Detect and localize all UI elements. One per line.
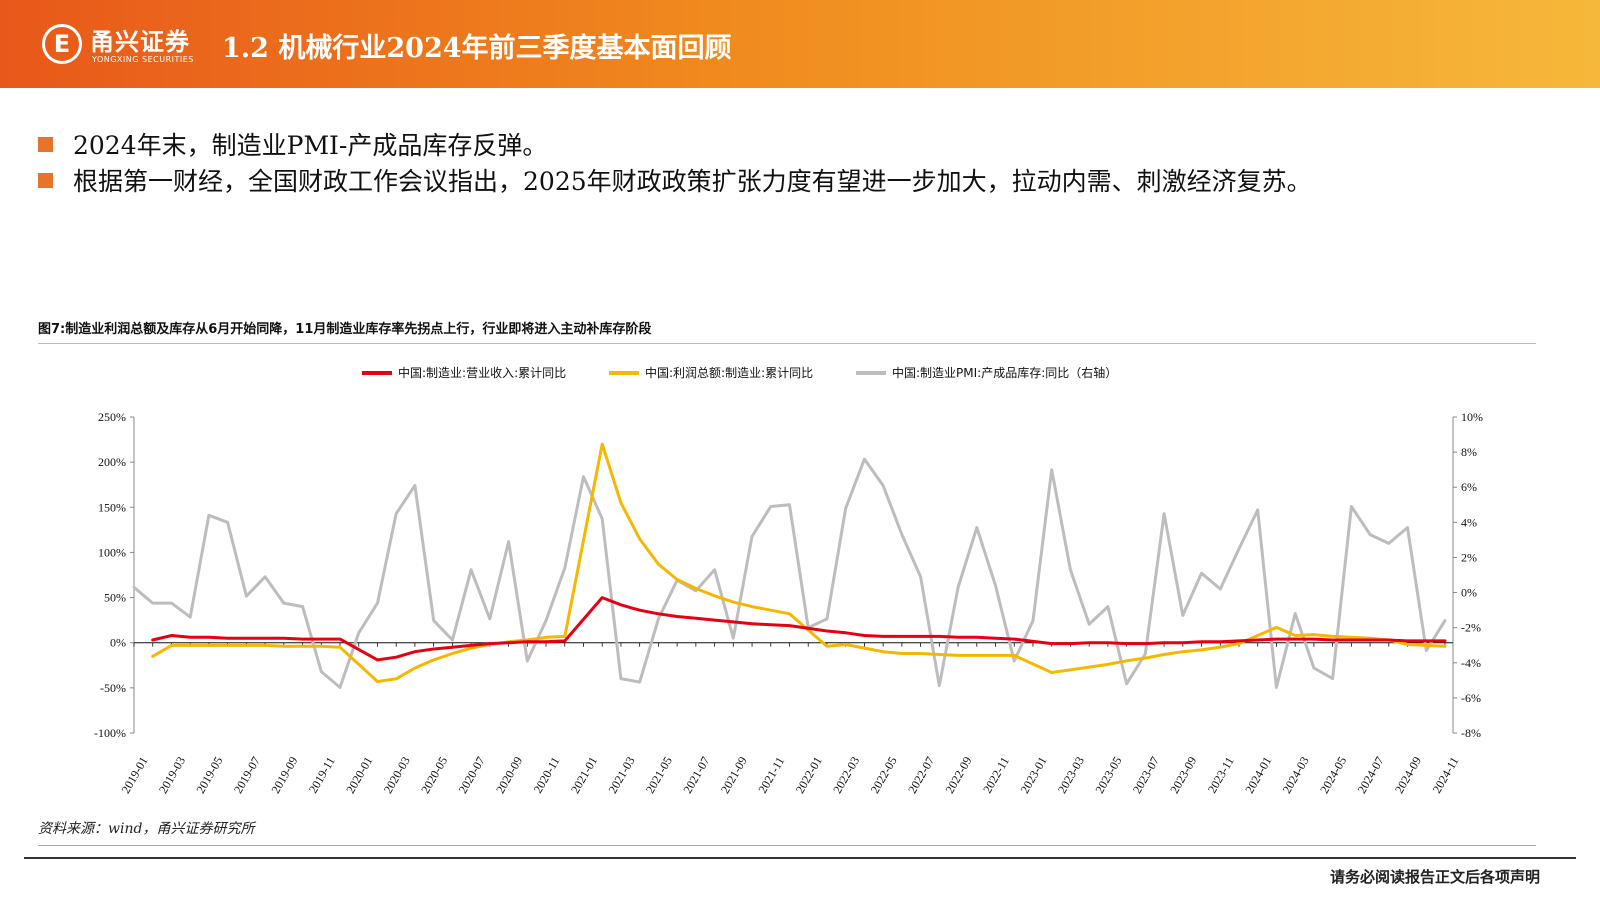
chart-axes: -100% -50% 0% 50% 100% 150% 200% 250% -8% -6% -4% -… bbox=[94, 410, 1483, 796]
x-tick-label: 2023-03 bbox=[1055, 754, 1087, 796]
x-tick-label: 2022-01 bbox=[793, 754, 825, 796]
x-tick-label: 2019-03 bbox=[156, 754, 188, 796]
bullet-text: 根据第一财经，全国财政工作会议指出，2025年财政政策扩张力度有望进一步加大，拉… bbox=[73, 167, 1312, 196]
bullet-item: 根据第一财经，全国财政工作会议指出，2025年财政政策扩张力度有望进一步加大，拉… bbox=[38, 162, 1312, 198]
bullet-item: 2024年末，制造业PMI-产成品库存反弹。 bbox=[38, 126, 547, 162]
footer-divider bbox=[24, 857, 1576, 859]
x-tick-label: 2022-07 bbox=[905, 754, 937, 796]
x-tick-label: 2019-07 bbox=[231, 754, 263, 796]
x-tick-label: 2024-11 bbox=[1430, 754, 1462, 795]
y-right-tick-label: 6% bbox=[1461, 480, 1477, 494]
source-note: 资料来源：wind，甬兴证券研究所 bbox=[38, 821, 255, 837]
series-line-1 bbox=[151, 442, 1447, 683]
y-left-tick-label: 0% bbox=[110, 636, 126, 650]
bullet-text: 2024年末，制造业PMI-产成品库存反弹。 bbox=[73, 131, 548, 160]
y-left-tick-label: 50% bbox=[104, 591, 126, 605]
y-right-tick-label: -8% bbox=[1461, 726, 1481, 740]
logo-icon: E bbox=[42, 24, 82, 64]
x-tick-label: 2020-09 bbox=[493, 754, 525, 796]
x-tick-label: 2022-11 bbox=[980, 754, 1012, 795]
x-tick-label: 2020-11 bbox=[531, 754, 563, 795]
x-tick-label: 2020-01 bbox=[343, 754, 375, 796]
y-right-tick-label: -2% bbox=[1461, 621, 1481, 635]
x-tick-label: 2019-09 bbox=[268, 754, 300, 796]
logo-subtext: YONGXING SECURITIES bbox=[92, 55, 194, 64]
y-left-tick-label: -100% bbox=[94, 726, 126, 740]
y-right-tick-label: -4% bbox=[1461, 656, 1481, 670]
x-tick-label: 2021-11 bbox=[755, 754, 787, 795]
x-tick-label: 2024-03 bbox=[1280, 754, 1312, 796]
y-left-tick-label: 100% bbox=[98, 545, 126, 559]
x-tick-label: 2022-03 bbox=[830, 754, 862, 796]
x-tick-label: 2023-07 bbox=[1130, 754, 1162, 796]
x-tick-label: 2023-11 bbox=[1205, 754, 1237, 795]
x-tick-label: 2021-01 bbox=[568, 754, 600, 796]
page-title: 1.2 机械行业2024年前三季度基本面回顾 bbox=[222, 33, 732, 64]
x-tick-label: 2021-07 bbox=[680, 754, 712, 796]
logo-text: 甬兴证券 bbox=[90, 28, 190, 56]
y-right-tick-label: 8% bbox=[1461, 445, 1477, 459]
line-chart: 中国:制造业:营业收入:累计同比 中国:利润总额:制造业:累计同比 中国:制造业PM… bbox=[94, 365, 1483, 796]
x-tick-label: 2021-09 bbox=[718, 754, 750, 796]
x-tick-label: 2021-03 bbox=[605, 754, 637, 796]
x-tick-label: 2019-05 bbox=[193, 754, 225, 796]
footer-disclaimer: 请务必阅读报告正文后各项声明 bbox=[1329, 868, 1540, 886]
legend-label: 中国:制造业PMI:产成品库存:同比（右轴） bbox=[892, 365, 1117, 380]
x-tick-label: 2019-11 bbox=[306, 754, 338, 795]
x-tick-label: 2023-01 bbox=[1017, 754, 1049, 796]
y-left-tick-label: 150% bbox=[98, 500, 126, 514]
x-tick-label: 2022-09 bbox=[943, 754, 975, 796]
series-line-0 bbox=[151, 596, 1447, 662]
y-right-tick-label: 2% bbox=[1461, 550, 1477, 564]
x-tick-label: 2024-09 bbox=[1392, 754, 1424, 796]
x-tick-label: 2022-05 bbox=[868, 754, 900, 796]
x-tick-label: 2020-05 bbox=[418, 754, 450, 796]
x-tick-label: 2019-01 bbox=[118, 754, 150, 796]
x-tick-label: 2021-05 bbox=[643, 754, 675, 796]
y-right-tick-label: 4% bbox=[1461, 515, 1477, 529]
y-right-tick-label: -6% bbox=[1461, 691, 1481, 705]
x-tick-label: 2020-03 bbox=[381, 754, 413, 796]
x-tick-label: 2024-01 bbox=[1242, 754, 1274, 796]
x-tick-label: 2023-09 bbox=[1167, 754, 1199, 796]
y-right-tick-label: 10% bbox=[1461, 410, 1483, 424]
legend-label: 中国:制造业:营业收入:累计同比 bbox=[398, 365, 566, 380]
series-line-2 bbox=[132, 457, 1447, 689]
figure-title-divider bbox=[38, 343, 1536, 344]
y-left-tick-label: 200% bbox=[98, 455, 126, 469]
chart-series bbox=[132, 442, 1447, 689]
x-tick-label: 2023-05 bbox=[1092, 754, 1124, 796]
source-divider bbox=[38, 845, 1536, 846]
legend-label: 中国:利润总额:制造业:累计同比 bbox=[645, 365, 813, 380]
header-bar: E 甬兴证券 YONGXING SECURITIES 1.2 机械行业2024年… bbox=[0, 0, 1600, 88]
chart-legend: 中国:制造业:营业收入:累计同比 中国:利润总额:制造业:累计同比 中国:制造业PM… bbox=[362, 365, 1117, 380]
y-right-tick-label: 0% bbox=[1461, 586, 1477, 600]
y-left-tick-label: 250% bbox=[98, 410, 126, 424]
x-tick-label: 2024-05 bbox=[1317, 754, 1349, 796]
bullet-square-icon bbox=[38, 173, 53, 188]
y-left-tick-label: -50% bbox=[100, 681, 126, 695]
figure-title: 图7:制造业利润总额及库存从6月开始同降，11月制造业库存率先拐点上行，行业即将… bbox=[38, 322, 652, 337]
x-tick-label: 2020-07 bbox=[456, 754, 488, 796]
bullet-square-icon bbox=[38, 137, 53, 152]
x-tick-label: 2024-07 bbox=[1355, 754, 1387, 796]
